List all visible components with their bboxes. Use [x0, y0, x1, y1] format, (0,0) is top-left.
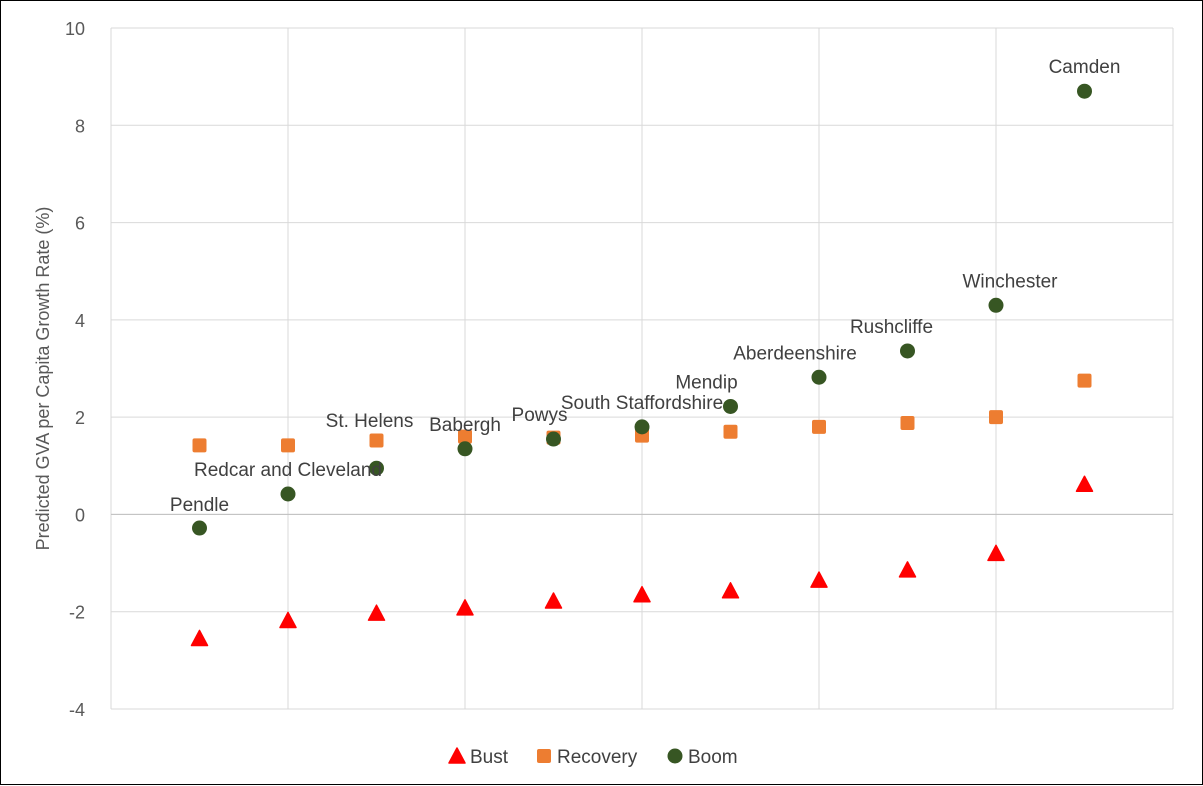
recovery-point [900, 415, 915, 430]
recovery-point [458, 429, 472, 444]
point-label: Pendle [170, 495, 229, 516]
legend-bust-label: Bust [470, 747, 509, 768]
bust-point [279, 611, 297, 629]
point-label: Babergh [429, 415, 501, 436]
recovery-point [989, 410, 1003, 425]
bust-point [456, 599, 474, 616]
y-axis-title: Predicted GVA per Capita Growth Rate (%) [33, 207, 53, 551]
y-tick-label: 10 [65, 19, 85, 39]
point-label: Winchester [962, 271, 1058, 292]
boom-point [280, 486, 296, 502]
boom-point [988, 297, 1004, 313]
bust-point [544, 592, 563, 609]
y-tick-label: -2 [69, 603, 85, 623]
point-label: Mendip [675, 372, 737, 393]
y-tick-label: 0 [75, 505, 85, 525]
boom-point [811, 369, 827, 385]
bust-point [633, 585, 651, 603]
bust-point [367, 604, 386, 621]
y-tick-label: 6 [75, 214, 85, 234]
legend-bust-marker [448, 747, 466, 764]
boom-point [1077, 83, 1092, 99]
point-label: Camden [1049, 57, 1121, 78]
boom-point [546, 431, 561, 447]
bust-point [987, 544, 1005, 562]
bust-point [721, 582, 740, 599]
boom-point [900, 343, 915, 359]
boom-point [457, 441, 473, 457]
bust-point [1075, 475, 1094, 493]
legend-boom-marker [667, 748, 683, 764]
boom-point [369, 460, 384, 476]
y-tick-label: 8 [75, 116, 85, 136]
y-axis-ticks: -4 -2 0 2 4 6 8 10 [65, 19, 85, 720]
recovery-point [1077, 373, 1092, 388]
boom-point [634, 419, 650, 435]
boom-point [723, 398, 738, 414]
recovery-point [192, 438, 207, 453]
gridlines [110, 27, 1174, 710]
boom-point [192, 520, 207, 536]
point-label: Powys [512, 405, 568, 426]
recovery-point [812, 419, 826, 434]
point-labels: Pendle Redcar and Cleveland St. Helens Babe… [170, 57, 1121, 516]
bust-point [190, 629, 209, 647]
data-points [190, 83, 1094, 647]
recovery-point [723, 424, 738, 439]
bust-point [810, 571, 828, 588]
legend-recovery-label: Recovery [557, 747, 638, 768]
y-tick-label: 4 [75, 311, 85, 331]
legend-boom-label: Boom [688, 747, 738, 768]
bust-point [898, 561, 917, 578]
point-label: South Staffordshire [561, 393, 723, 414]
legend-recovery-marker [537, 749, 551, 763]
point-label: Redcar and Cleveland [194, 460, 382, 481]
recovery-point [369, 433, 384, 448]
recovery-point [281, 438, 295, 453]
point-label: St. Helens [326, 411, 414, 432]
y-tick-label: 2 [75, 408, 85, 428]
legend: Bust Recovery Boom [448, 747, 738, 768]
point-label: Rushcliffe [850, 317, 933, 338]
y-tick-label: -4 [69, 700, 85, 720]
point-label: Aberdeenshire [733, 343, 857, 364]
